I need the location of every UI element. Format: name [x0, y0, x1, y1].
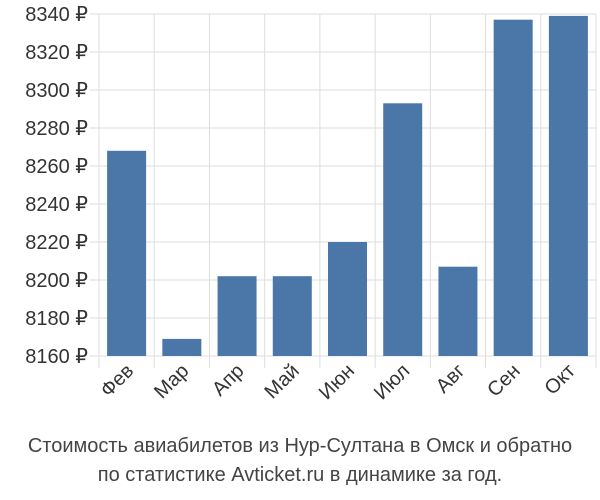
- y-tick-label: 8180 ₽: [25, 308, 88, 330]
- y-tick-label: 8340 ₽: [25, 4, 88, 26]
- x-tick-label: Мар: [150, 360, 193, 403]
- x-tick-label: Сен: [483, 360, 524, 401]
- x-tick-label: Июн: [315, 360, 359, 404]
- bar: [217, 276, 257, 356]
- bar: [162, 338, 202, 356]
- y-tick-label: 8220 ₽: [25, 232, 88, 254]
- bar: [548, 15, 588, 357]
- chart-caption-line-2: по статистике Avticket.ru в динамике за …: [97, 464, 503, 486]
- chart-caption-line-1: Стоимость авиабилетов из Нур-Султана в О…: [27, 435, 573, 457]
- x-tick-label: Май: [261, 360, 304, 403]
- y-tick-label: 8260 ₽: [25, 156, 88, 178]
- bar: [493, 19, 533, 356]
- y-tick-label: 8200 ₽: [25, 270, 88, 292]
- bar: [272, 276, 312, 356]
- x-tick-label: Окт: [541, 360, 580, 399]
- x-tick-label: Фев: [96, 360, 138, 402]
- x-tick-label: Авг: [432, 360, 470, 398]
- bar: [328, 242, 367, 356]
- bar: [383, 103, 423, 356]
- bar: [438, 266, 478, 356]
- x-tick-label: Июл: [370, 360, 414, 404]
- bar-chart: 8160 ₽ 8180 ₽ 8200 ₽ 8220 ₽ 8240 ₽ 8260 ₽ 8280…: [25, 4, 597, 404]
- y-tick-label: 8240 ₽: [25, 194, 88, 216]
- y-tick-label: 8160 ₽: [25, 346, 88, 368]
- y-tick-label: 8320 ₽: [25, 42, 88, 64]
- y-tick-label: 8300 ₽: [25, 80, 88, 102]
- bar: [107, 150, 147, 356]
- y-tick-label: 8280 ₽: [25, 118, 88, 140]
- x-tick-label: Апр: [208, 360, 249, 401]
